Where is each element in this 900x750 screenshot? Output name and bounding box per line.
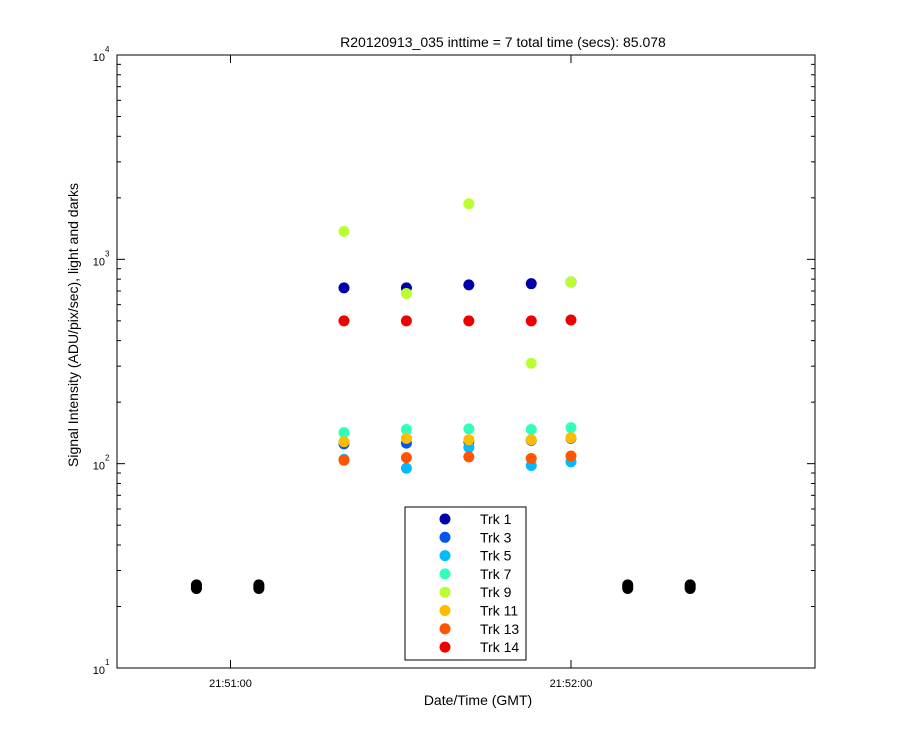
legend-marker — [439, 605, 451, 616]
legend-marker — [439, 513, 451, 525]
legend-marker — [439, 586, 451, 598]
legend-marker — [439, 641, 451, 653]
legend-label: Trk 7 — [480, 566, 512, 582]
point-trk-14 — [463, 315, 475, 327]
point-trk-7 — [400, 423, 412, 435]
point-trk-14 — [338, 315, 350, 327]
legend-marker — [439, 568, 451, 580]
point-trk-5 — [463, 441, 475, 453]
point-trk-9 — [565, 276, 577, 288]
point-trk-14 — [565, 314, 577, 326]
legend-label: Trk 9 — [480, 584, 512, 600]
point-trk-13 — [565, 450, 577, 462]
legend-label: Trk 13 — [480, 621, 519, 637]
legend-label: Trk 3 — [480, 529, 512, 545]
legend: Trk 1 Trk 3 Trk 5 Trk 7 Trk 9 Trk 11 Trk 13 Trk… — [404, 506, 527, 661]
y-tick-exponent: 3 — [105, 249, 110, 258]
point-trk-13 — [400, 452, 412, 464]
point-trk-1 — [338, 282, 350, 294]
point-trk-9 — [463, 198, 475, 210]
legend-label: Trk 14 — [480, 639, 519, 655]
x-axis-label: Date/Time (GMT) — [424, 692, 532, 708]
point-trk-7 — [565, 422, 577, 434]
legend-box — [404, 506, 527, 661]
point-trk-13 — [463, 451, 475, 463]
point-trk-11 — [463, 434, 475, 446]
chart-title: R20120913_035 inttime = 7 total time (se… — [340, 34, 666, 50]
y-axis-label: Signal Intensity (ADU/pix/sec), light an… — [65, 183, 81, 467]
point-trk-14 — [525, 315, 537, 327]
point-trk-1 — [463, 279, 475, 291]
legend-label: Trk 5 — [480, 548, 512, 564]
point-trk-13 — [338, 454, 350, 466]
legend-label: Trk 1 — [480, 511, 512, 527]
point-trk-9 — [338, 225, 350, 237]
axis-ticks — [117, 55, 815, 669]
point-trk-11 — [565, 432, 577, 444]
data-points — [190, 198, 696, 594]
legend-marker — [439, 550, 451, 562]
legend-label: Trk 11 — [480, 603, 518, 619]
point-trk-14 — [400, 315, 412, 327]
legend-marker — [439, 531, 451, 543]
y-tick-label: 10 — [93, 665, 105, 677]
point-trk-9 — [525, 357, 537, 369]
point-trk-1 — [525, 278, 537, 290]
y-tick-exponent: 2 — [105, 454, 110, 463]
point-trk-11 — [338, 436, 350, 448]
point-trk-13 — [525, 452, 537, 464]
x-tick-label: 21:52:00 — [550, 678, 593, 690]
x-tick-label: 21:51:00 — [209, 678, 252, 690]
point-trk-7 — [338, 427, 350, 439]
point-trk-9 — [400, 288, 412, 300]
y-tick-exponent: 1 — [105, 658, 110, 667]
point-trk-11 — [400, 432, 412, 444]
y-tick-label: 10 — [93, 461, 105, 473]
point-trk-5 — [400, 462, 412, 474]
point-trk-11 — [525, 434, 537, 446]
y-tick-exponent: 4 — [105, 45, 110, 54]
point-trk-7 — [525, 423, 537, 435]
legend-marker — [439, 623, 451, 635]
y-tick-label: 10 — [93, 256, 105, 268]
y-tick-label: 10 — [93, 52, 105, 64]
point-trk-7 — [463, 423, 475, 435]
